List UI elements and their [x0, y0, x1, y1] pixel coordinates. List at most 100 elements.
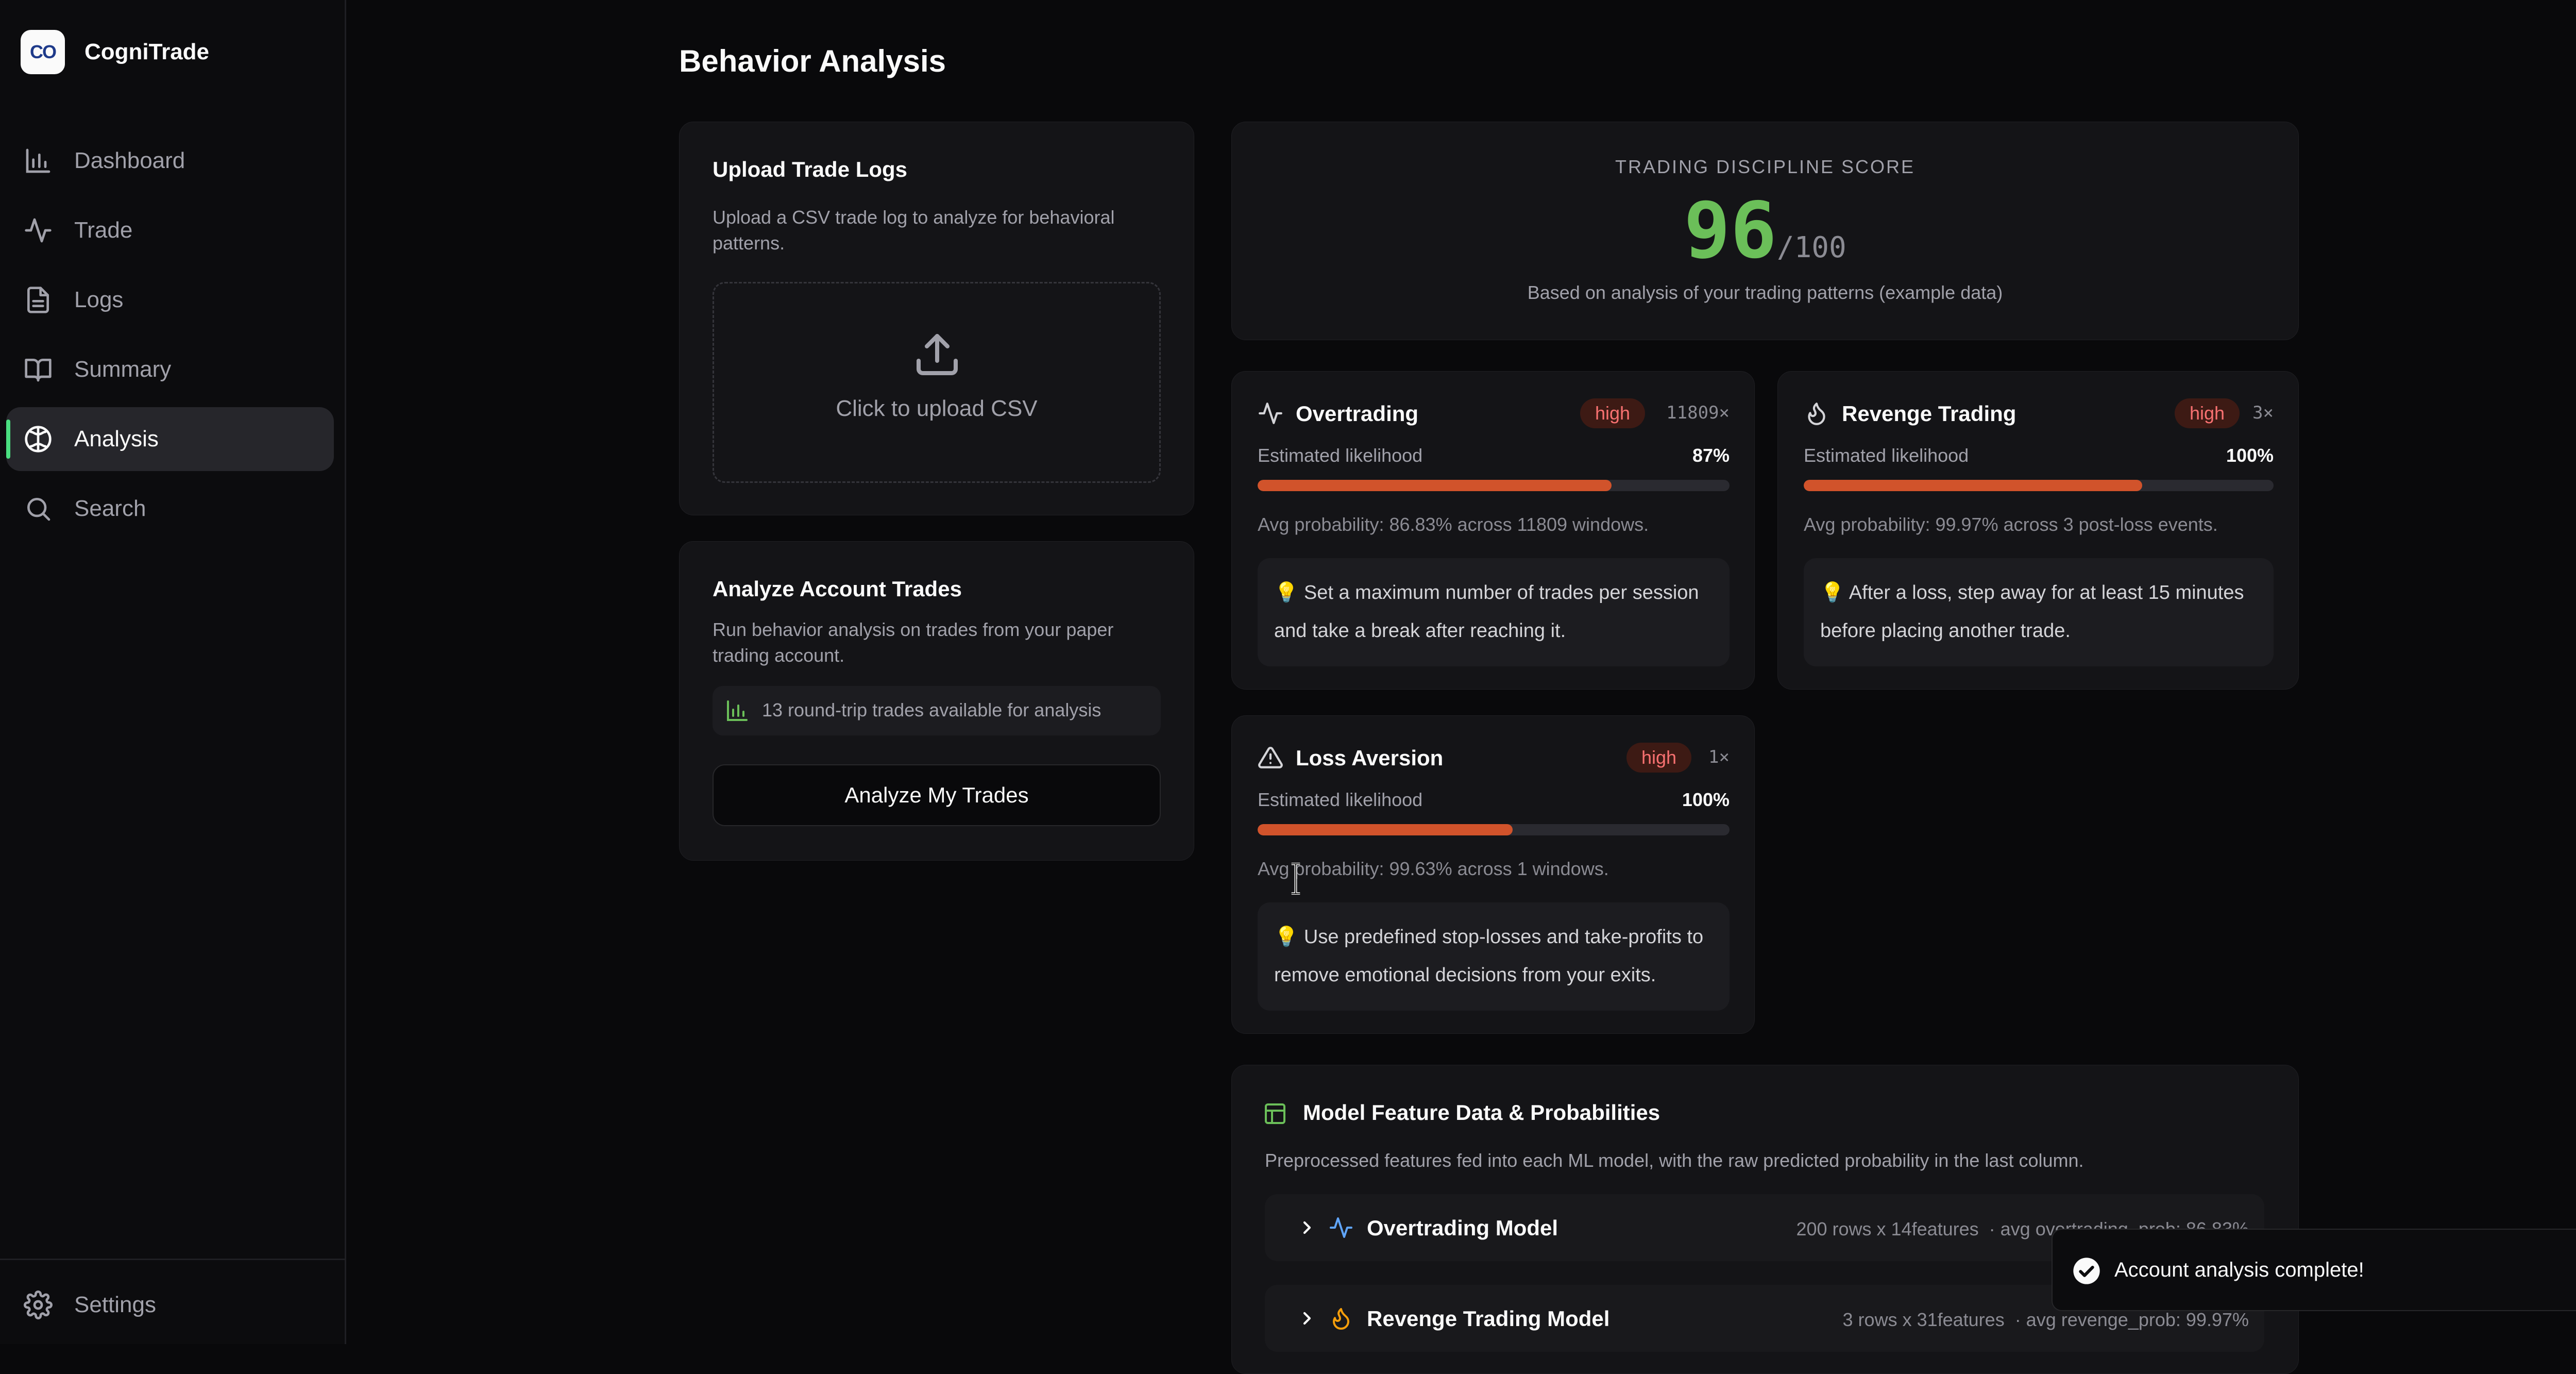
- table-icon: [1265, 1103, 1285, 1124]
- analyze-my-trades-button[interactable]: Analyze My Trades: [713, 764, 1161, 826]
- sidebar-item-analysis[interactable]: Analysis: [6, 407, 334, 471]
- upload-title: Upload Trade Logs: [713, 157, 908, 181]
- likelihood-bar-fill: [1258, 480, 1612, 491]
- likelihood-bar: [1804, 480, 2274, 491]
- file-text-icon: [27, 287, 49, 313]
- button-label: Analyze My Trades: [844, 783, 1029, 807]
- occurrence-count: 1×: [1708, 747, 1730, 767]
- activity-icon: [1259, 403, 1282, 424]
- model-feature-data-card: Model Feature Data & Probabilities Prepr…: [1231, 1065, 2299, 1374]
- upload-dropzone[interactable]: Click to upload CSV: [713, 282, 1161, 483]
- page-title: Behavior Analysis: [679, 44, 946, 78]
- model-row-revenge-trading[interactable]: Revenge Trading Model 3 rows x 31feature…: [1265, 1285, 2264, 1352]
- flame-icon: [1808, 403, 1825, 425]
- likelihood-value: 100%: [2226, 445, 2274, 466]
- sidebar-item-dashboard[interactable]: Dashboard: [6, 129, 334, 193]
- check-circle-icon: [2073, 1258, 2100, 1284]
- bar-chart-icon: [26, 148, 50, 173]
- score-max: /100: [1776, 231, 1846, 264]
- tip-message: Use predefined stop-losses and take-prof…: [1274, 926, 1704, 986]
- activity-icon: [25, 218, 52, 243]
- dropzone-label: Click to upload CSV: [836, 396, 1038, 421]
- occurrence-count: 3×: [2252, 403, 2274, 423]
- upload-card: Upload Trade Logs Upload a CSV trade log…: [679, 122, 1194, 515]
- pattern-card-overtrading: Overtrading high 11809× Estimated likeli…: [1231, 371, 1755, 690]
- score-value: 96: [1684, 186, 1777, 276]
- tip-text: 💡 After a loss, step away for at least 1…: [1820, 574, 2263, 650]
- model-name: Revenge Trading Model: [1367, 1306, 1610, 1331]
- severity-badge: high: [1580, 398, 1645, 428]
- avg-probability-text: Avg probability: 86.83% across 11809 win…: [1258, 514, 1649, 535]
- gear-icon: [24, 1291, 53, 1319]
- severity-badge: high: [2175, 398, 2240, 428]
- activity-icon: [1330, 1217, 1352, 1238]
- upload-icon: [917, 334, 958, 375]
- likelihood-label: Estimated likelihood: [1804, 445, 1969, 466]
- severity-badge: high: [1626, 743, 1691, 773]
- sidebar-item-label: Analysis: [74, 426, 159, 451]
- pattern-name: Loss Aversion: [1296, 746, 1444, 770]
- model-data-title: Model Feature Data & Probabilities: [1303, 1100, 1660, 1125]
- sidebar-item-label: Logs: [74, 287, 124, 312]
- sidebar-item-settings[interactable]: Settings: [6, 1273, 334, 1337]
- flame-icon: [1333, 1308, 1349, 1330]
- analyze-card: Analyze Account Trades Run behavior anal…: [679, 541, 1194, 861]
- likelihood-bar-fill: [1258, 824, 1513, 835]
- likelihood-value: 100%: [1682, 789, 1730, 810]
- bar-chart-icon: [727, 700, 748, 721]
- app-logo[interactable]: CO: [21, 30, 65, 74]
- sidebar-item-label: Settings: [74, 1292, 156, 1317]
- pattern-card-loss-aversion: Loss Aversion high 1× Estimated likeliho…: [1231, 715, 1755, 1034]
- chevron-right-icon: [1303, 1221, 1311, 1234]
- trades-available-box: 13 round-trip trades available for analy…: [713, 686, 1161, 735]
- model-name: Overtrading Model: [1367, 1216, 1558, 1240]
- sidebar-item-label: Summary: [74, 357, 172, 382]
- alert-triangle-icon: [1258, 747, 1283, 768]
- avg-probability-text: Avg probability: 99.97% across 3 post-lo…: [1804, 514, 2218, 535]
- likelihood-bar: [1258, 480, 1730, 491]
- likelihood-value: 87%: [1692, 445, 1730, 466]
- tip-box: 💡 After a loss, step away for at least 1…: [1804, 558, 2274, 666]
- book-open-icon: [25, 359, 52, 382]
- lightbulb-icon: 💡: [1274, 926, 1299, 948]
- logo-text: CO: [30, 41, 57, 62]
- brain-icon: [25, 426, 52, 453]
- lightbulb-icon: 💡: [1274, 582, 1299, 604]
- score-label: TRADING DISCIPLINE SCORE: [1615, 156, 1916, 177]
- sidebar-item-summary[interactable]: Summary: [6, 338, 334, 401]
- sidebar-item-label: Dashboard: [74, 148, 185, 173]
- occurrence-count: 11809×: [1666, 403, 1730, 423]
- likelihood-label: Estimated likelihood: [1258, 445, 1423, 466]
- pattern-name: Overtrading: [1296, 401, 1419, 426]
- sidebar-item-label: Trade: [74, 217, 133, 243]
- sidebar-item-trade[interactable]: Trade: [6, 198, 334, 262]
- tip-box: 💡 Set a maximum number of trades per ses…: [1258, 558, 1730, 666]
- tip-text: 💡 Set a maximum number of trades per ses…: [1274, 574, 1717, 650]
- toast-message: Account analysis complete!: [2114, 1259, 2364, 1281]
- search-icon: [27, 498, 50, 521]
- tip-message: After a loss, step away for at least 15 …: [1820, 582, 2244, 642]
- lightbulb-icon: 💡: [1820, 582, 1845, 604]
- tip-message: Set a maximum number of trades per sessi…: [1274, 582, 1699, 642]
- tip-text: 💡 Use predefined stop-losses and take-pr…: [1274, 918, 1717, 994]
- discipline-score-card: TRADING DISCIPLINE SCORE 96/100 Based on…: [1231, 122, 2299, 340]
- analyze-title: Analyze Account Trades: [713, 577, 962, 601]
- sidebar-item-label: Search: [74, 496, 146, 521]
- likelihood-label: Estimated likelihood: [1258, 789, 1423, 810]
- pattern-card-revenge-trading: Revenge Trading high 3× Estimated likeli…: [1777, 371, 2299, 690]
- upload-description: Upload a CSV trade log to analyze for be…: [713, 207, 1115, 254]
- trades-available-text: 13 round-trip trades available for analy…: [762, 699, 1101, 720]
- sidebar-item-logs[interactable]: Logs: [6, 268, 334, 332]
- tip-box: 💡 Use predefined stop-losses and take-pr…: [1258, 902, 1730, 1011]
- score-caption: Based on analysis of your trading patter…: [1527, 282, 2003, 303]
- model-data-description: Preprocessed features fed into each ML m…: [1265, 1150, 2084, 1171]
- sidebar-item-search[interactable]: Search: [6, 477, 334, 541]
- model-meta: 3 rows x 31features · avg revenge_prob: …: [1842, 1309, 2249, 1330]
- sidebar-divider: [0, 1259, 346, 1260]
- analyze-description: Run behavior analysis on trades from you…: [713, 619, 1114, 666]
- text-cursor-icon: [1291, 863, 1300, 895]
- score-display: 96/100: [1232, 186, 2298, 276]
- likelihood-bar: [1258, 824, 1730, 835]
- toast-notification[interactable]: Account analysis complete!: [2052, 1229, 2576, 1311]
- likelihood-bar-fill: [1804, 480, 2142, 491]
